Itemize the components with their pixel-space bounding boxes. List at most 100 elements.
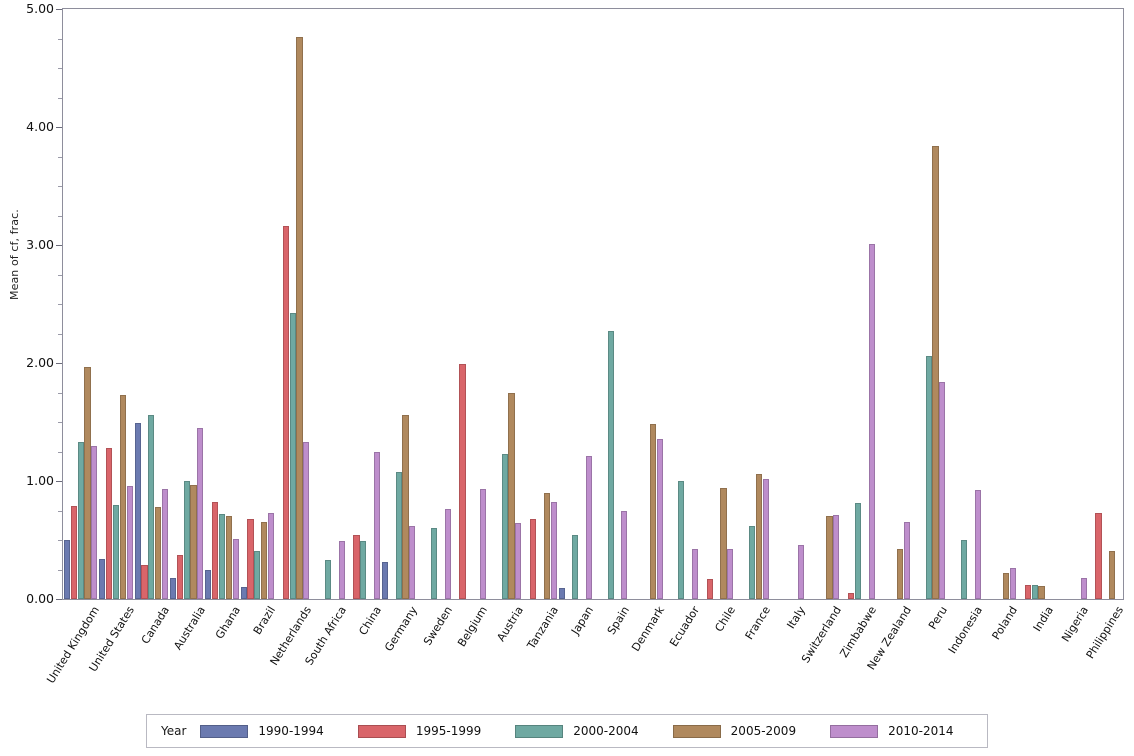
y-tick-minor xyxy=(58,422,62,423)
legend-title: Year xyxy=(161,724,187,738)
legend-label: 1995-1999 xyxy=(415,724,482,738)
y-tick-label: 5.00 xyxy=(26,1,54,16)
bar xyxy=(338,541,345,599)
y-tick-mark xyxy=(56,127,62,128)
y-tick-minor xyxy=(58,215,62,217)
bar xyxy=(119,394,126,599)
bar xyxy=(748,525,756,599)
bar xyxy=(925,355,932,599)
y-tick-minor xyxy=(58,510,62,512)
bar xyxy=(303,442,310,599)
bar xyxy=(826,516,833,599)
legend-color-swatch xyxy=(672,724,721,738)
bar xyxy=(409,525,416,599)
bar xyxy=(218,514,226,599)
bar xyxy=(903,522,911,599)
bar xyxy=(247,518,254,599)
legend-color-swatch xyxy=(515,724,564,738)
bar xyxy=(848,593,855,599)
bar xyxy=(1095,512,1102,599)
y-tick-minor xyxy=(58,68,62,69)
bar xyxy=(833,515,840,599)
bar xyxy=(932,145,939,599)
bar xyxy=(868,243,875,599)
bar xyxy=(134,423,141,599)
bar xyxy=(176,555,183,599)
legend-entry[interactable]: 1990-1994 xyxy=(200,724,351,738)
bar xyxy=(225,516,232,599)
bar xyxy=(572,535,579,599)
chart-legend: Year 1990-1994 1995-1999 2000-2004 2005-200… xyxy=(146,714,988,748)
bar xyxy=(755,473,762,599)
bar xyxy=(720,488,727,599)
bar xyxy=(395,471,402,599)
y-tick-label: 0.00 xyxy=(26,591,54,606)
bar xyxy=(77,442,84,599)
bar xyxy=(656,438,663,599)
y-tick-minor xyxy=(58,186,62,187)
bar xyxy=(161,489,169,599)
bar xyxy=(459,364,466,599)
y-tick-minor xyxy=(58,451,62,453)
y-tick-mark xyxy=(56,9,62,10)
bar xyxy=(84,366,91,599)
bar xyxy=(501,453,508,599)
legend-label: 1990-1994 xyxy=(258,724,324,738)
legend-entry[interactable]: 1995-1999 xyxy=(357,724,509,738)
y-tick-minor xyxy=(58,569,62,571)
y-tick-minor xyxy=(58,333,62,335)
bar xyxy=(444,509,451,599)
bar xyxy=(289,313,296,599)
bar xyxy=(585,456,593,599)
bar xyxy=(254,550,261,599)
bar xyxy=(974,490,981,599)
legend-entry[interactable]: 2010-2014 xyxy=(830,724,981,738)
plot-area xyxy=(62,8,1124,600)
bar xyxy=(1003,573,1010,599)
y-tick-label: 2.00 xyxy=(26,355,54,370)
y-tick-label: 3.00 xyxy=(26,237,54,252)
y-tick-mark xyxy=(56,363,62,364)
bar xyxy=(141,564,148,599)
bar xyxy=(621,510,628,599)
bar xyxy=(430,528,438,599)
bar xyxy=(727,549,734,599)
bar xyxy=(112,504,120,599)
bar xyxy=(353,535,360,599)
y-tick-minor xyxy=(58,97,62,99)
bar xyxy=(678,481,685,599)
bar xyxy=(99,558,106,599)
legend-entry[interactable]: 2005-2009 xyxy=(672,724,824,738)
y-tick-label: 1.00 xyxy=(26,473,54,488)
bar xyxy=(205,569,212,599)
bar xyxy=(1109,550,1116,599)
bar xyxy=(324,560,332,599)
bar xyxy=(232,538,239,599)
bar xyxy=(854,503,862,599)
legend-entry[interactable]: 2000-2004 xyxy=(515,724,666,738)
y-tick-minor xyxy=(58,38,62,40)
bar xyxy=(70,505,77,599)
bar xyxy=(381,562,389,599)
bar xyxy=(106,447,113,599)
y-tick-label: 4.00 xyxy=(26,119,54,134)
legend-entries: 1990-1994 1995-1999 2000-2004 2005-2009 2010… xyxy=(200,724,987,738)
bar xyxy=(897,549,904,599)
bar xyxy=(550,502,557,599)
bar xyxy=(515,523,522,599)
y-tick-minor xyxy=(58,304,62,305)
bar xyxy=(508,392,515,599)
bar xyxy=(1024,584,1031,599)
bar xyxy=(1038,586,1045,599)
bar xyxy=(373,451,381,599)
bar xyxy=(296,37,303,599)
bar xyxy=(183,481,190,599)
bar xyxy=(691,549,699,599)
bar xyxy=(155,506,162,599)
bar xyxy=(267,512,275,599)
bar xyxy=(762,478,769,599)
bar xyxy=(360,541,367,599)
bar xyxy=(939,381,946,599)
legend-label: 2000-2004 xyxy=(573,724,639,738)
bar xyxy=(126,485,133,599)
